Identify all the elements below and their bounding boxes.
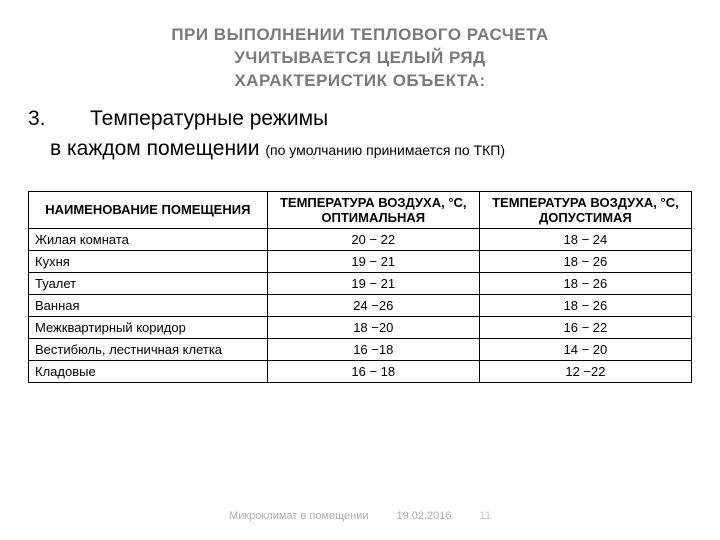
room-cell: Ванная	[29, 294, 268, 316]
title-line-1: ПРИ ВЫПОЛНЕНИИ ТЕПЛОВОГО РАСЧЕТА	[171, 25, 548, 44]
admiss-cell: 18 − 24	[479, 228, 691, 250]
table-row: Туалет 19 − 21 18 − 26	[29, 272, 692, 294]
slide-title: ПРИ ВЫПОЛНЕНИИ ТЕПЛОВОГО РАСЧЕТА УЧИТЫВА…	[28, 24, 692, 93]
admiss-cell: 18 − 26	[479, 294, 691, 316]
temperature-table: НАИМЕНОВАНИЕ ПОМЕЩЕНИЯ ТЕМПЕРАТУРА ВОЗДУ…	[28, 191, 692, 383]
optimal-cell: 18 −20	[267, 316, 479, 338]
section-text: Температурные режимы	[90, 107, 328, 131]
table-row: Кухня 19 − 21 18 − 26	[29, 250, 692, 272]
subline-main: в каждом помещении	[50, 137, 265, 160]
title-line-2: УЧИТЫВАЕТСЯ ЦЕЛЫЙ РЯД	[234, 48, 485, 67]
section-number: 3.	[28, 107, 90, 131]
optimal-cell: 16 − 18	[267, 360, 479, 382]
room-cell: Межквартирный коридор	[29, 316, 268, 338]
table-header-row: НАИМЕНОВАНИЕ ПОМЕЩЕНИЯ ТЕМПЕРАТУРА ВОЗДУ…	[29, 191, 692, 228]
admiss-cell: 12 −22	[479, 360, 691, 382]
subline-note: (по умолчанию принимается по ТКП)	[265, 142, 505, 158]
optimal-cell: 16 −18	[267, 338, 479, 360]
col-optimal-header: ТЕМПЕРАТУРА ВОЗДУХА, °С, ОПТИМАЛЬНАЯ	[267, 191, 479, 228]
section-heading: 3. Температурные режимы	[28, 107, 692, 131]
col-admiss-header: ТЕМПЕРАТУРА ВОЗДУХА, °С, ДОПУСТИМАЯ	[479, 191, 691, 228]
section-subline: в каждом помещении (по умолчанию принима…	[28, 137, 692, 161]
footer-page: 11	[480, 510, 491, 522]
optimal-cell: 20 − 22	[267, 228, 479, 250]
room-cell: Туалет	[29, 272, 268, 294]
optimal-cell: 19 − 21	[267, 272, 479, 294]
footer-left: Микроклимат в помещении	[229, 510, 368, 522]
admiss-cell: 16 − 22	[479, 316, 691, 338]
admiss-cell: 18 − 26	[479, 272, 691, 294]
table-row: Ванная 24 −26 18 − 26	[29, 294, 692, 316]
room-cell: Кладовые	[29, 360, 268, 382]
footer-date: 19.02.2016	[396, 510, 451, 522]
admiss-cell: 18 − 26	[479, 250, 691, 272]
title-line-3: ХАРАКТЕРИСТИК ОБЪЕКТА:	[234, 71, 485, 90]
room-cell: Вестибюль, лестничная клетка	[29, 338, 268, 360]
optimal-cell: 19 − 21	[267, 250, 479, 272]
table-row: Вестибюль, лестничная клетка 16 −18 14 −…	[29, 338, 692, 360]
admiss-cell: 14 − 20	[479, 338, 691, 360]
optimal-cell: 24 −26	[267, 294, 479, 316]
table-row: Кладовые 16 − 18 12 −22	[29, 360, 692, 382]
slide: ПРИ ВЫПОЛНЕНИИ ТЕПЛОВОГО РАСЧЕТА УЧИТЫВА…	[0, 0, 720, 540]
room-cell: Кухня	[29, 250, 268, 272]
room-cell: Жилая комната	[29, 228, 268, 250]
table-row: Межквартирный коридор 18 −20 16 − 22	[29, 316, 692, 338]
table-row: Жилая комната 20 − 22 18 − 24	[29, 228, 692, 250]
col-room-header: НАИМЕНОВАНИЕ ПОМЕЩЕНИЯ	[29, 191, 268, 228]
slide-footer: Микроклимат в помещении 19.02.2016 11	[0, 510, 720, 522]
